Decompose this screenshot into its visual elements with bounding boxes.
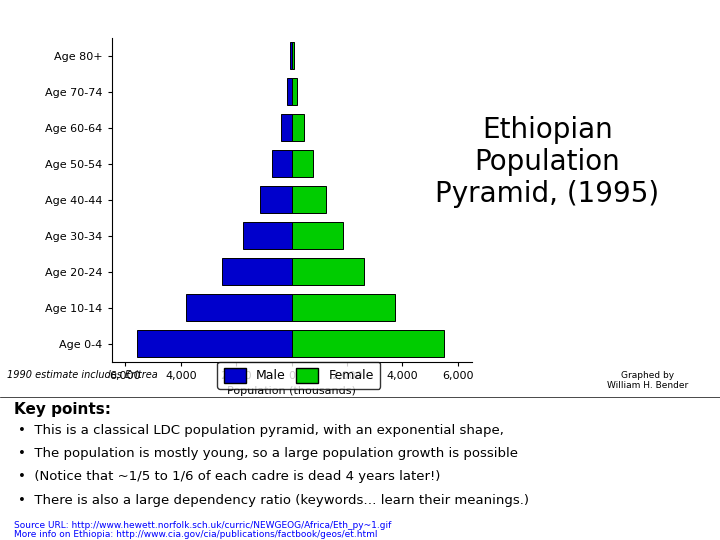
Bar	[292, 78, 297, 105]
Text: More info on Ethiopia: http://www.cia.gov/cia/publications/factbook/geos/et.html: More info on Ethiopia: http://www.cia.go…	[14, 530, 378, 539]
Bar	[292, 330, 444, 357]
Text: Graphed by
William H. Bender: Graphed by William H. Bender	[608, 371, 688, 390]
Bar	[292, 150, 313, 177]
Text: •  This is a classical LDC population pyramid, with an exponential shape,: • This is a classical LDC population pyr…	[18, 424, 504, 437]
Bar	[260, 186, 292, 213]
Bar	[281, 114, 292, 141]
Text: Source URL: http://www.hewett.norfolk.sch.uk/curric/NEWGEOG/Africa/Eth_py~1.gif: Source URL: http://www.hewett.norfolk.sc…	[14, 521, 392, 530]
Text: Key points:: Key points:	[14, 402, 112, 417]
Bar	[292, 114, 304, 141]
Legend: Male, Female: Male, Female	[217, 362, 380, 389]
Bar	[222, 258, 292, 285]
Text: •  There is also a large dependency ratio (keywords… learn their meanings.): • There is also a large dependency ratio…	[18, 494, 529, 507]
Text: Ethiopian
Population
Pyramid, (1995): Ethiopian Population Pyramid, (1995)	[435, 116, 660, 208]
Bar	[292, 294, 395, 321]
Bar	[287, 78, 292, 105]
Bar	[243, 222, 292, 249]
Bar	[290, 42, 292, 69]
Bar	[137, 330, 292, 357]
Bar	[186, 294, 292, 321]
Text: 1990 estimate includes Eritrea: 1990 estimate includes Eritrea	[7, 370, 158, 380]
Bar	[292, 186, 326, 213]
Bar	[292, 42, 294, 69]
Bar	[292, 222, 343, 249]
Bar	[272, 150, 292, 177]
Text: •  The population is mostly young, so a large population growth is possible: • The population is mostly young, so a l…	[18, 447, 518, 460]
X-axis label: Population (thousands): Population (thousands)	[228, 387, 356, 396]
Text: •  (Notice that ~1/5 to 1/6 of each cadre is dead 4 years later!): • (Notice that ~1/5 to 1/6 of each cadre…	[18, 470, 441, 483]
Bar	[292, 258, 364, 285]
